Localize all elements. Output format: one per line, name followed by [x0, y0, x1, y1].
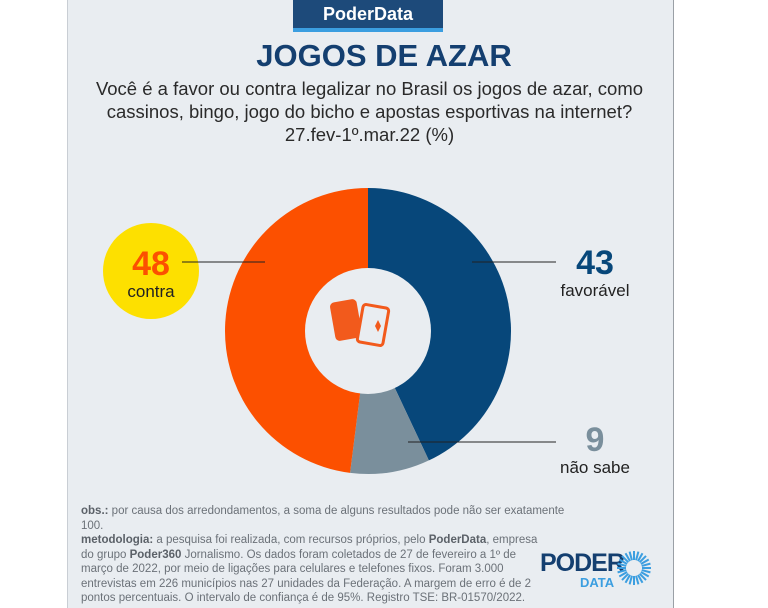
slice-favorável	[368, 188, 511, 461]
logo-ray	[638, 572, 647, 581]
logo-ray	[638, 555, 647, 564]
logo-ray	[628, 551, 633, 561]
page-title: JOGOS DE AZAR	[256, 38, 512, 73]
methodology-note: metodologia: a pesquisa foi realizada, c…	[81, 534, 538, 604]
logo-ray	[641, 569, 651, 574]
logo-ray	[624, 574, 631, 584]
question-date: 27.fev-1º.mar.22 (%)	[284, 124, 455, 145]
logo-ray	[641, 562, 651, 567]
logo-ray	[621, 572, 630, 581]
label-contra: 48 contra	[103, 246, 199, 302]
logo-ray	[637, 552, 644, 562]
question-line: cassinos, bingo, jogo do bicho e apostas…	[106, 101, 633, 122]
logo-ray	[640, 571, 650, 578]
logo-ray	[617, 562, 627, 567]
poderdata-logo: PODER DATA	[540, 550, 651, 590]
footnotes: obs.: por causa dos arredondamentos, a s…	[81, 504, 581, 606]
logo-ray	[640, 558, 650, 565]
label-favoravel: 43 favorável	[540, 245, 650, 301]
logo-ray	[621, 555, 630, 564]
label-nao-sabe: 9 não sabe	[540, 422, 650, 478]
logo-ray	[635, 575, 640, 585]
logo-ray	[618, 571, 628, 578]
logo-ray	[637, 574, 644, 584]
category-contra: contra	[127, 282, 175, 301]
category-nao-sabe: não sabe	[560, 458, 630, 477]
logo-ray	[628, 575, 633, 585]
playing-cards-icon	[330, 299, 391, 347]
value-favoravel: 43	[576, 244, 614, 282]
slice-contra	[225, 188, 368, 473]
value-contra: 48	[132, 245, 170, 283]
obs-note: obs.: por causa dos arredondamentos, a s…	[81, 505, 565, 532]
brand-badge: PoderData	[293, 0, 443, 32]
logo-ray	[618, 558, 628, 565]
sunburst-icon	[617, 551, 651, 585]
question-line: Você é a favor ou contra legalizar no Br…	[95, 78, 644, 99]
value-nao-sabe: 9	[585, 421, 605, 459]
category-favoravel: favorável	[560, 281, 630, 300]
highlight-circle	[103, 223, 199, 319]
logo-ray	[635, 551, 640, 561]
logo-ray	[617, 569, 627, 574]
question: Você é a favor ou contra legalizar no Br…	[67, 77, 672, 146]
logo-ray	[624, 552, 631, 562]
